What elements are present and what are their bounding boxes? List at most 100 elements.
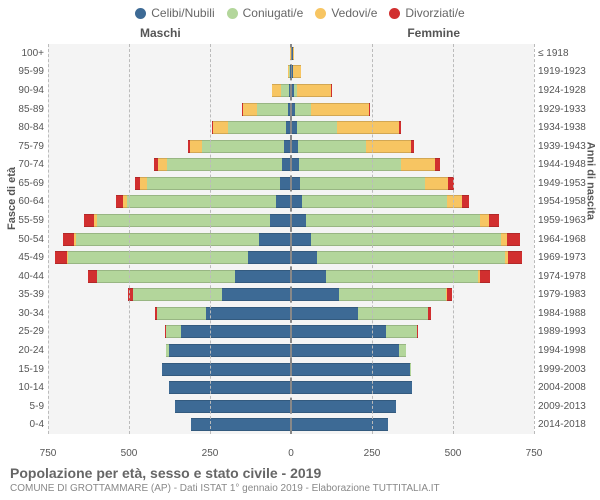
bar-segment — [282, 158, 290, 171]
bar-segment — [286, 121, 290, 134]
bar-segment — [190, 140, 202, 153]
age-row: 0-42014-2018 — [48, 416, 534, 435]
population-pyramid-chart: Celibi/NubiliConiugati/eVedovi/eDivorzia… — [0, 0, 600, 500]
bar-segment — [272, 84, 280, 97]
age-label: 25-29 — [18, 326, 48, 337]
bar-male — [63, 233, 291, 246]
bar-segment — [157, 307, 206, 320]
age-row: 45-491969-1973 — [48, 248, 534, 267]
bar-segment — [292, 270, 326, 283]
birth-year-label: 1934-1938 — [534, 122, 586, 133]
bar-male — [155, 307, 291, 320]
birth-year-label: 2009-2013 — [534, 401, 586, 412]
bar-segment — [289, 84, 290, 97]
bar-segment — [292, 288, 339, 301]
bar-male — [84, 214, 291, 227]
bar-segment — [292, 195, 302, 208]
bar-male — [116, 195, 291, 208]
bar-female — [291, 233, 520, 246]
bar-segment — [425, 177, 448, 190]
bar-segment — [300, 177, 425, 190]
bar-segment — [292, 233, 311, 246]
bar-segment — [248, 251, 290, 264]
bar-segment — [311, 103, 369, 116]
age-label: 40-44 — [18, 271, 48, 282]
bar-segment — [175, 400, 290, 413]
bar-segment — [317, 251, 505, 264]
bar-segment — [411, 140, 414, 153]
bar-segment — [259, 233, 290, 246]
bar-segment — [288, 103, 290, 116]
age-label: 5-9 — [30, 401, 48, 412]
bar-segment — [401, 158, 435, 171]
chart-title: Popolazione per età, sesso e stato civil… — [10, 465, 590, 481]
grid-line — [453, 44, 454, 434]
age-row: 20-241994-1998 — [48, 341, 534, 360]
bar-segment — [292, 418, 388, 431]
female-label: Femmine — [407, 26, 460, 40]
bar-female — [291, 47, 294, 60]
birth-year-label: 2014-2018 — [534, 419, 586, 430]
age-label: 0-4 — [30, 419, 48, 430]
male-label: Maschi — [140, 26, 181, 40]
bar-segment — [297, 84, 331, 97]
age-row: 65-691949-1953 — [48, 174, 534, 193]
bar-female — [291, 307, 431, 320]
bar-segment — [147, 177, 280, 190]
bar-male — [242, 103, 291, 116]
bar-segment — [311, 233, 501, 246]
age-label: 80-84 — [18, 122, 48, 133]
bar-segment — [295, 103, 311, 116]
bar-segment — [280, 177, 290, 190]
age-row: 15-191999-2003 — [48, 360, 534, 379]
bar-male — [169, 381, 292, 394]
bar-segment — [133, 288, 222, 301]
bar-segment — [462, 195, 469, 208]
legend-label: Coniugati/e — [243, 6, 304, 20]
birth-year-label: 1954-1958 — [534, 196, 586, 207]
birth-year-label: 1994-1998 — [534, 345, 586, 356]
bar-female — [291, 363, 411, 376]
bar-segment — [326, 270, 478, 283]
legend-swatch — [389, 8, 400, 19]
bar-segment — [293, 47, 294, 60]
rows-container: 100+≤ 191895-991919-192390-941924-192885… — [48, 44, 534, 434]
age-label: 15-19 — [18, 364, 48, 375]
age-row: 100+≤ 1918 — [48, 44, 534, 63]
grid-line — [534, 44, 535, 434]
bar-female — [291, 121, 401, 134]
bar-female — [291, 214, 499, 227]
bar-segment — [167, 158, 282, 171]
bar-segment — [507, 233, 521, 246]
age-row: 95-991919-1923 — [48, 63, 534, 82]
legend-item: Celibi/Nubili — [135, 6, 214, 20]
age-row: 5-92009-2013 — [48, 397, 534, 416]
bar-segment — [68, 251, 248, 264]
bar-segment — [76, 233, 259, 246]
bar-segment — [84, 214, 94, 227]
birth-year-label: 1974-1978 — [534, 271, 586, 282]
grid-line — [372, 44, 373, 434]
bar-segment — [63, 233, 75, 246]
legend-label: Celibi/Nubili — [151, 6, 214, 20]
bar-segment — [337, 121, 399, 134]
chart-footer: Popolazione per età, sesso e stato civil… — [10, 465, 590, 494]
age-row: 30-341984-1988 — [48, 304, 534, 323]
age-row: 55-591959-1963 — [48, 211, 534, 230]
bar-male — [175, 400, 291, 413]
age-label: 60-64 — [18, 196, 48, 207]
age-row: 80-841934-1938 — [48, 118, 534, 137]
age-label: 20-24 — [18, 345, 48, 356]
bar-segment — [55, 251, 67, 264]
bar-male — [165, 325, 291, 338]
bar-segment — [97, 270, 235, 283]
bar-male — [212, 121, 291, 134]
x-tick: 0 — [288, 448, 294, 459]
bar-female — [291, 140, 414, 153]
bar-segment — [213, 121, 228, 134]
bar-segment — [298, 140, 366, 153]
bar-segment — [116, 195, 123, 208]
legend-item: Divorziati/e — [389, 6, 464, 20]
bar-female — [291, 418, 388, 431]
age-row: 90-941924-1928 — [48, 81, 534, 100]
